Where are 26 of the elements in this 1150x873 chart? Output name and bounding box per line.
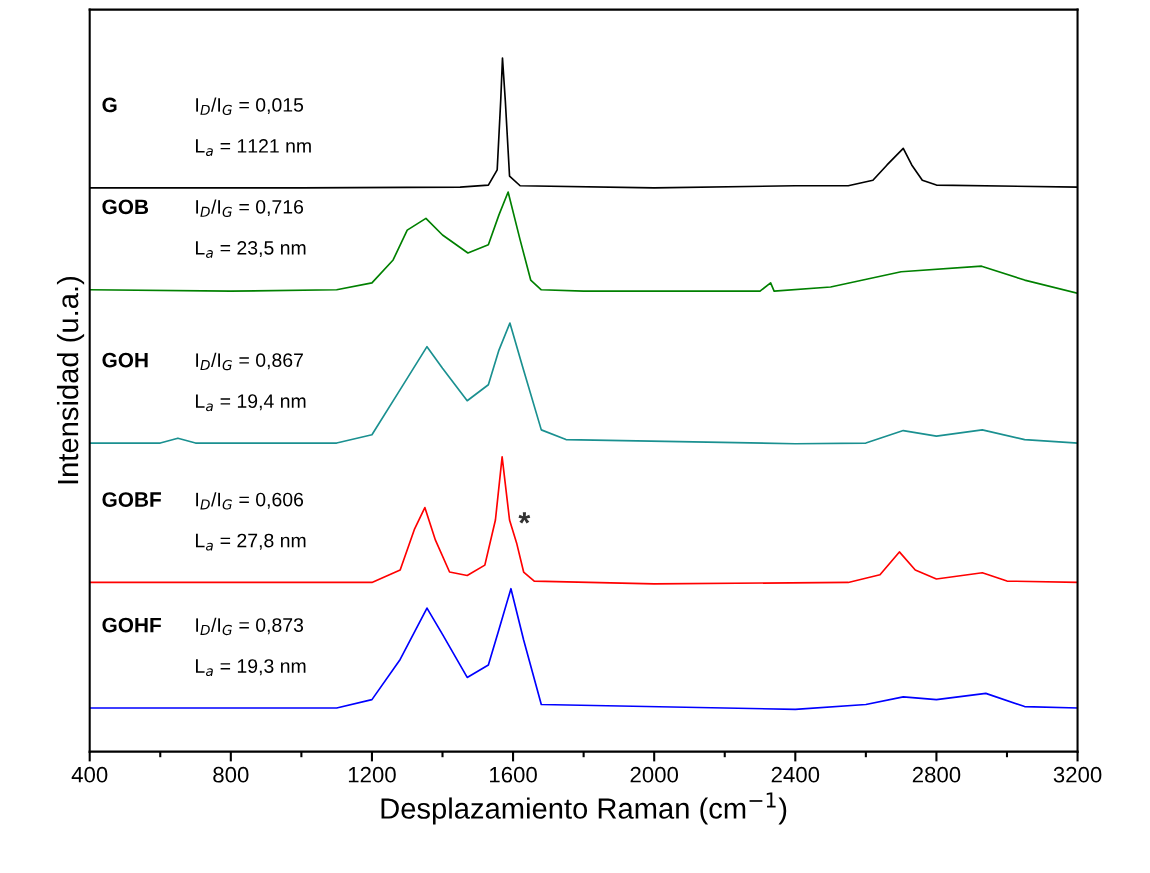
annotation: L$_{a}$ = 23,5 nm	[196, 240, 306, 258]
annotation: L$_{a}$ = 19,3 nm	[196, 659, 306, 677]
y-axis-title: Intensidad (u.a.)	[56, 277, 85, 484]
annotation: I$_{D}$/I$_{G}$ = 0,867	[196, 352, 303, 371]
annotation: I$_{D}$/I$_{G}$ = 0,015	[196, 97, 304, 115]
annotation: GOH	[102, 352, 148, 368]
annotation: I$_{D}$/I$_{G}$ = 0,716	[196, 199, 304, 217]
annotation: I$_{D}$/I$_{G}$ = 0,873	[196, 617, 304, 636]
x-axis-title: Desplazamiento Raman (cm$^{−1}$)	[381, 792, 787, 825]
annotation: GOB	[102, 199, 149, 215]
annotation: *	[518, 512, 531, 524]
annotation: L$_{a}$ = 19,4 nm	[196, 394, 306, 412]
annotation: I$_{D}$/I$_{G}$ = 0,606	[196, 492, 304, 510]
x-tick-label: 2000	[630, 766, 679, 783]
x-tick-label: 3200	[1053, 766, 1102, 783]
annotation: L$_{a}$ = 27,8 nm	[196, 533, 306, 551]
annotation: G	[102, 97, 117, 113]
x-tick-label: 1200	[348, 766, 396, 783]
x-tick-label: 1600	[490, 766, 537, 783]
x-tick-label: 400	[71, 766, 108, 783]
x-tick-label: 2800	[912, 766, 961, 783]
annotation: GOBF	[102, 492, 161, 507]
x-tick-label: 2400	[771, 766, 820, 783]
x-tick-label: 800	[213, 766, 249, 783]
annotation: L$_{a}$ = 1121 nm	[196, 139, 311, 156]
annotation: GOHF	[102, 617, 161, 633]
